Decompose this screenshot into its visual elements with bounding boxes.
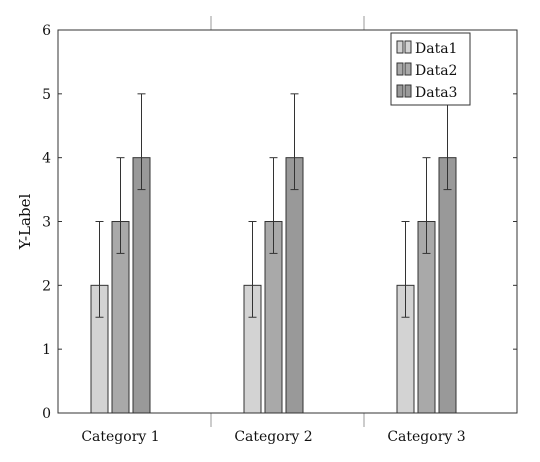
legend-swatch-data1: [404, 40, 412, 54]
y-tick-label: 1: [42, 342, 51, 358]
y-tick-label: 4: [42, 151, 51, 167]
legend-swatch-data1: [396, 40, 404, 54]
x-tick-label: Category 2: [234, 429, 312, 445]
legend: Data1 Data2 Data3: [390, 32, 471, 106]
bar-data3: [285, 157, 304, 414]
x-tick-label: Category 1: [81, 429, 159, 445]
legend-swatch-data2: [404, 62, 412, 76]
bar-data3: [132, 157, 151, 414]
legend-swatch-data3: [396, 84, 404, 98]
y-axis-label: Y-Label: [16, 194, 34, 251]
y-tick-labels: 0 1 2 3 4 5 6: [42, 23, 51, 422]
x-tick-label: Category 3: [387, 429, 465, 445]
y-tick-label: 5: [42, 87, 51, 103]
legend-box: [390, 32, 471, 106]
y-tick-label: 6: [42, 23, 51, 39]
legend-label-data3: Data3: [415, 85, 457, 101]
y-tick-label: 2: [42, 278, 51, 294]
y-tick-label: 0: [42, 406, 51, 422]
bar-data3: [438, 157, 457, 414]
x-tick-labels: Category 1 Category 2 Category 3: [81, 429, 465, 445]
plot-frame: [57, 29, 518, 414]
legend-swatch-data3: [404, 84, 412, 98]
legend-label-data1: Data1: [415, 41, 457, 57]
y-tick-label: 3: [42, 215, 51, 231]
error-bars-layer: [95, 93, 452, 318]
legend-label-data2: Data2: [415, 63, 457, 79]
legend-swatch-data2: [396, 62, 404, 76]
